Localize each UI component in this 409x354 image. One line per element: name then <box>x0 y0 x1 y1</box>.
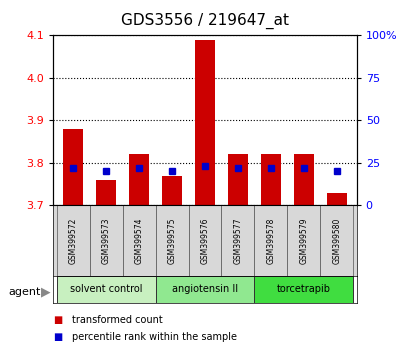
Bar <box>195 40 214 205</box>
Text: transformed count: transformed count <box>72 315 162 325</box>
Bar <box>254 205 287 276</box>
Bar <box>162 176 182 205</box>
Bar <box>254 276 353 303</box>
Text: GSM399577: GSM399577 <box>233 217 242 264</box>
Bar <box>129 154 148 205</box>
Bar <box>155 276 254 303</box>
Bar <box>287 205 320 276</box>
Text: torcetrapib: torcetrapib <box>276 284 330 295</box>
Bar <box>320 205 353 276</box>
Text: GSM399572: GSM399572 <box>68 217 77 264</box>
Text: GSM399575: GSM399575 <box>167 217 176 264</box>
Text: ■: ■ <box>53 332 63 342</box>
Bar <box>56 205 89 276</box>
Bar <box>188 205 221 276</box>
Bar <box>221 205 254 276</box>
Text: GSM399574: GSM399574 <box>134 217 143 264</box>
Bar <box>63 129 83 205</box>
Bar <box>96 180 116 205</box>
Text: GSM399573: GSM399573 <box>101 217 110 264</box>
Text: GSM399580: GSM399580 <box>332 217 341 264</box>
Text: GSM399576: GSM399576 <box>200 217 209 264</box>
Bar <box>155 205 188 276</box>
Bar <box>261 154 280 205</box>
Text: angiotensin II: angiotensin II <box>171 284 238 295</box>
Text: percentile rank within the sample: percentile rank within the sample <box>72 332 236 342</box>
Text: solvent control: solvent control <box>70 284 142 295</box>
Bar <box>122 205 155 276</box>
Bar <box>293 154 313 205</box>
Text: GSM399578: GSM399578 <box>266 217 275 264</box>
Bar <box>56 276 155 303</box>
Bar <box>326 193 346 205</box>
Text: ▶: ▶ <box>41 286 50 298</box>
Text: GDS3556 / 219647_at: GDS3556 / 219647_at <box>121 13 288 29</box>
Bar <box>227 154 247 205</box>
Bar <box>89 205 122 276</box>
Text: ■: ■ <box>53 315 63 325</box>
Text: GSM399579: GSM399579 <box>299 217 308 264</box>
Text: agent: agent <box>8 287 40 297</box>
